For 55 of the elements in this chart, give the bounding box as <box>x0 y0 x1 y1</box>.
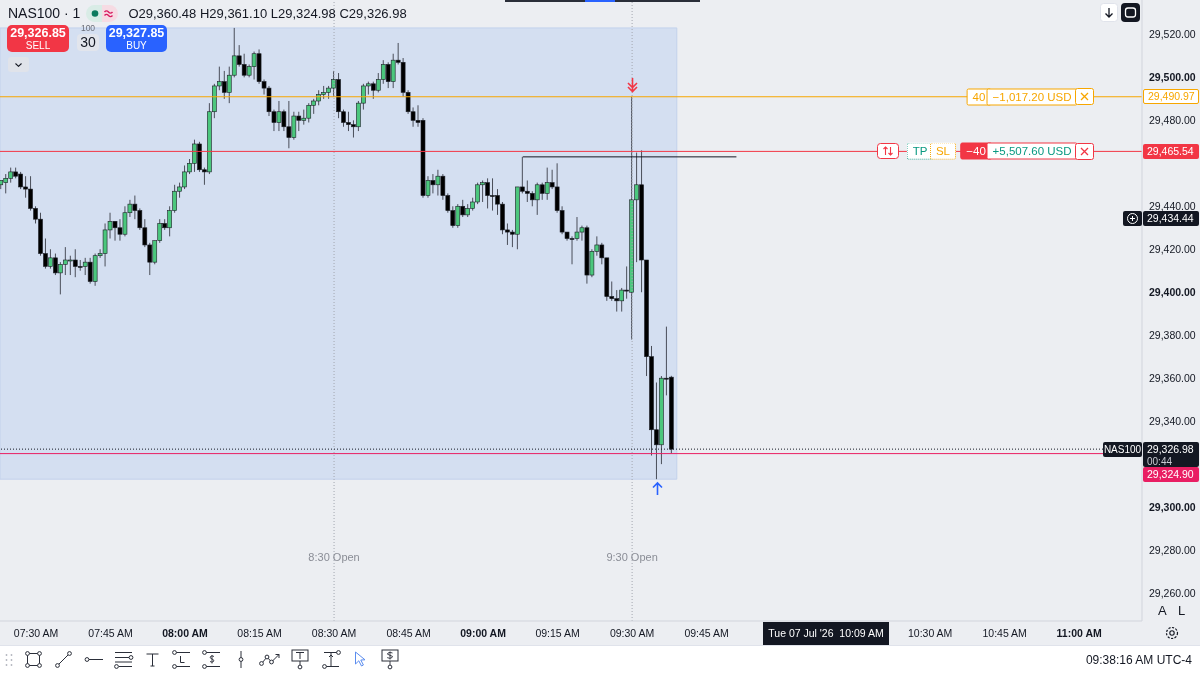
annotation: −40 <box>960 142 992 160</box>
candlestick <box>3 173 9 194</box>
annotation: NAS100 <box>1103 441 1142 457</box>
y-tick-label: 29,340.00 <box>1149 415 1196 428</box>
annotation: TP <box>906 142 934 160</box>
annotation: 100 <box>79 23 97 33</box>
ref-line-label: 29,490.97 <box>1143 89 1199 105</box>
x-tick-label: 08:00 AM <box>162 627 209 639</box>
text: 09:38:16 AM UTC-4 <box>1084 653 1192 667</box>
x-tick-label: 11:00 AM <box>1056 627 1102 639</box>
y-tick-label: 29,480.00 <box>1149 114 1196 127</box>
y-tick-label: 29,440.00 <box>1149 200 1196 213</box>
y-tick-label: 29,280.00 <box>1149 544 1196 557</box>
text: A <box>1158 603 1167 618</box>
y-tick-label: 29,420.00 <box>1149 243 1196 256</box>
text: 29,434.44 <box>1143 211 1199 226</box>
annotation: 29,326.85 <box>9 26 67 40</box>
x-tick-label: 10:45 AM <box>982 627 1027 639</box>
annotation: −1,017.20 USD <box>986 88 1078 106</box>
y-tick-label: 29,360.00 <box>1149 372 1196 385</box>
annotation: 40 <box>966 88 992 106</box>
quantity-field: 30 <box>77 34 99 51</box>
x-tick-label: 07:45 AM <box>88 627 133 639</box>
x-tick-label: 09:00 AM <box>460 627 507 639</box>
x-tick-label: 08:15 AM <box>237 627 282 639</box>
x-tick-label: 07:30 AM <box>13 627 59 639</box>
ref-line-label: 8:30 Open <box>308 551 360 563</box>
annotation: 29,327.85 <box>107 26 166 40</box>
y-tick-label: 29,500.00 <box>1149 71 1196 84</box>
x-tick-label: 08:45 AM <box>386 627 431 639</box>
annotation: O29,360.48 H29,361.10 L29,324.98 C29,326.98 <box>128 5 407 21</box>
ref-line-label: 29,324.90 <box>1143 466 1199 482</box>
y-tick-label: 29,300.00 <box>1149 501 1196 514</box>
y-tick-label: 29,520.00 <box>1149 28 1196 41</box>
y-tick-label: 29,400.00 <box>1149 286 1196 299</box>
sell-button: 29,326.85 SELL <box>7 25 69 52</box>
y-tick-label: 29,260.00 <box>1149 587 1196 600</box>
ref-line-label: 29,326.98 <box>1147 442 1194 455</box>
annotation: SELL <box>24 40 52 51</box>
ref-line-label: 29,465.54 <box>1143 143 1199 159</box>
x-tick-label: 08:30 AM <box>311 627 357 639</box>
annotation: SL <box>929 142 956 160</box>
x-tick-label: 09:15 AM <box>535 627 580 639</box>
x-tick-label: 09:30 AM <box>609 627 655 639</box>
ref-line-label: 9:30 Open <box>606 551 658 563</box>
x-tick-label: 09:45 AM <box>684 627 729 639</box>
text: L <box>1178 603 1186 618</box>
chart-title: NAS100 · 1 <box>8 5 81 21</box>
annotation: +5,507.60 USD <box>986 142 1078 160</box>
buy-button: 29,327.85 BUY <box>106 25 167 52</box>
y-tick-label: 29,380.00 <box>1149 329 1196 342</box>
text: 00:44 <box>1147 455 1174 467</box>
text: Tue 07 Jul '26 10:09 AM <box>763 622 889 645</box>
annotation: BUY <box>125 40 148 51</box>
x-tick-label: 10:30 AM <box>907 627 953 639</box>
